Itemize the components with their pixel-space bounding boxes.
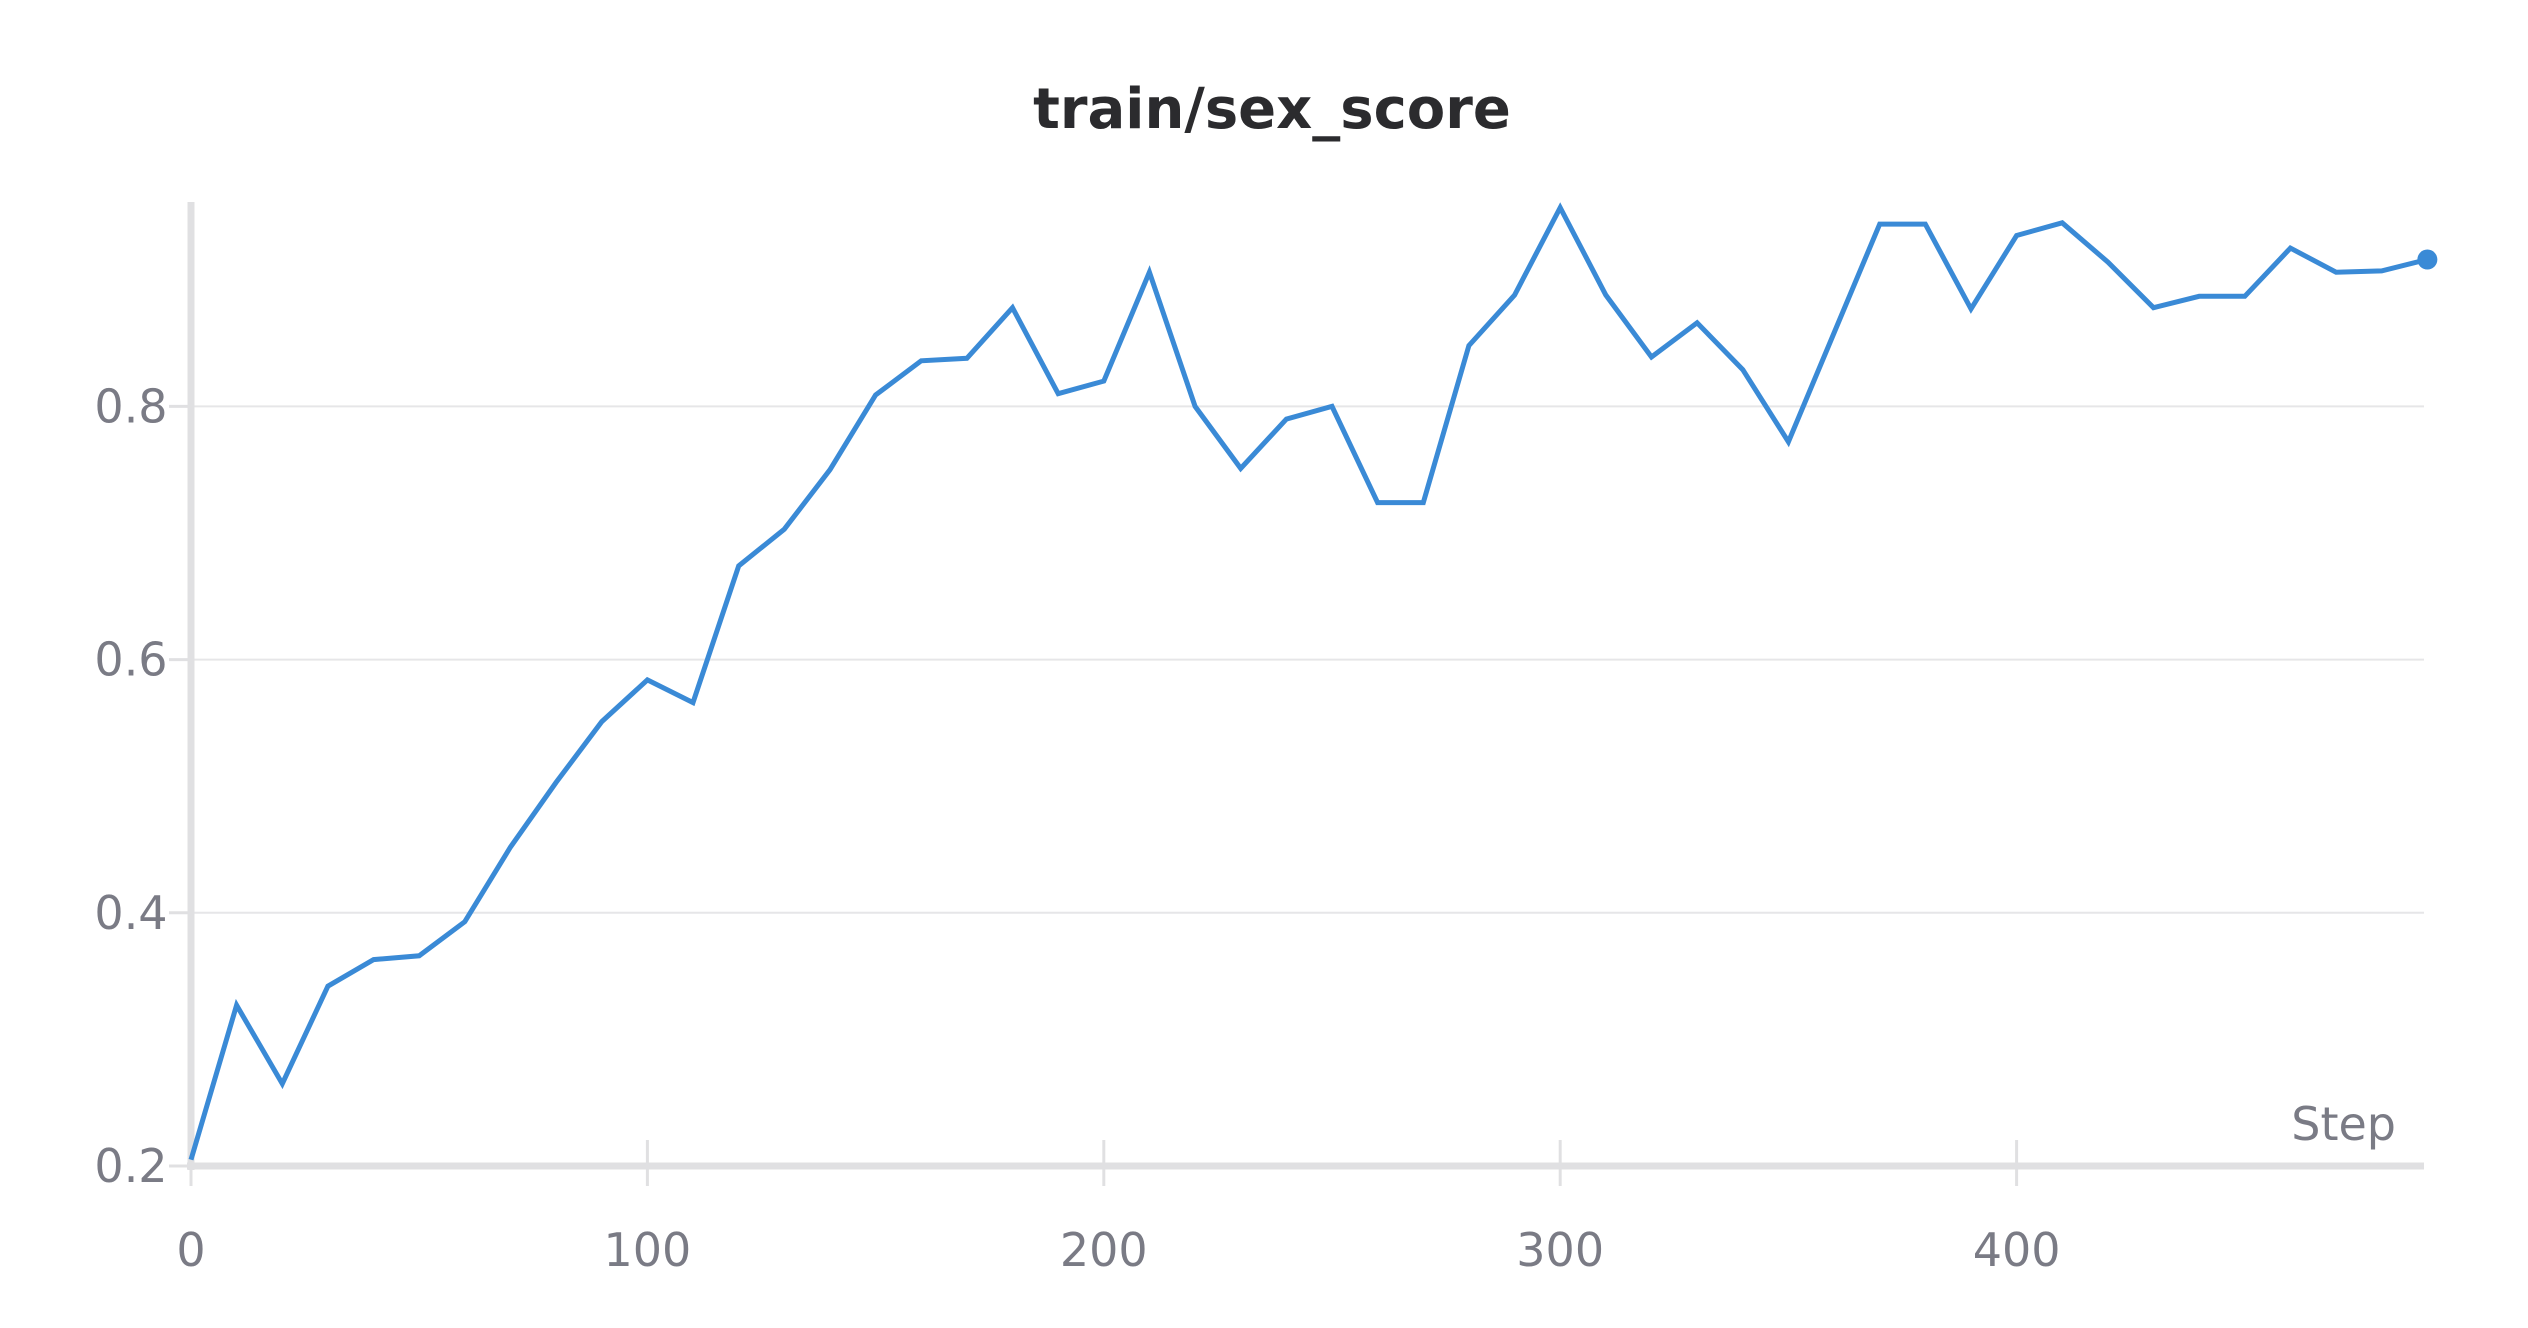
data-point-36 (1830, 329, 1838, 337)
data-point-8 (552, 778, 560, 786)
data-point-42 (2104, 258, 2112, 266)
data-point-28 (1465, 342, 1473, 350)
data-point-10 (643, 676, 651, 684)
data-point-26 (1374, 499, 1382, 507)
data-point-0 (187, 1156, 195, 1164)
data-point-31 (1602, 291, 1610, 299)
series-layer (187, 202, 2438, 1164)
data-point-32 (1647, 353, 1655, 361)
data-point-16 (917, 357, 925, 365)
data-point-47 (2332, 268, 2340, 276)
data-point-45 (2241, 292, 2249, 300)
data-point-15 (872, 391, 880, 399)
data-point-38 (1921, 220, 1929, 228)
data-point-13 (780, 525, 788, 533)
last-point-marker (2417, 249, 2438, 270)
y-tick-label-0: 0.2 (94, 1139, 167, 1193)
data-point-19 (1054, 390, 1062, 398)
data-point-18 (1009, 304, 1017, 312)
data-point-29 (1511, 291, 1519, 299)
data-point-25 (1328, 402, 1336, 410)
y-tick-label-1: 0.4 (94, 886, 167, 940)
data-point-9 (598, 718, 606, 726)
data-point-40 (2013, 231, 2021, 239)
data-point-4 (370, 956, 378, 964)
x-tick-label-4: 400 (1973, 1223, 2061, 1277)
data-point-17 (963, 354, 971, 362)
data-point-23 (1237, 464, 1245, 472)
data-point-46 (2286, 244, 2294, 252)
data-point-12 (735, 562, 743, 570)
data-point-33 (1693, 319, 1701, 327)
series-line-0 (188, 202, 2429, 1161)
x-tick-label-1: 100 (603, 1223, 691, 1277)
data-point-30 (1556, 204, 1564, 212)
y-tick-label-2: 0.6 (94, 633, 167, 687)
data-point-5 (415, 952, 423, 960)
data-point-48 (2378, 267, 2386, 275)
data-point-20 (1100, 377, 1108, 385)
chart-title: train/sex_score (1033, 77, 1511, 142)
grid-lines (191, 405, 2424, 914)
tick-labels: 0.2 0.4 0.6 0.8 0 100 200 300 400 (94, 379, 2060, 1277)
x-tick-label-3: 300 (1516, 1223, 1604, 1277)
x-tick-label-0: 0 (176, 1223, 205, 1277)
x-tick-label-2: 200 (1060, 1223, 1148, 1277)
data-point-21 (1145, 268, 1153, 276)
data-point-14 (826, 466, 834, 474)
data-point-3 (324, 982, 332, 990)
data-point-43 (2150, 304, 2158, 312)
data-point-2 (278, 1080, 286, 1088)
data-point-6 (461, 918, 469, 926)
data-point-34 (1739, 366, 1747, 374)
data-point-35 (1784, 438, 1792, 446)
axes (169, 202, 2424, 1186)
data-point-44 (2195, 292, 2203, 300)
data-point-24 (1282, 415, 1290, 423)
data-point-27 (1419, 499, 1427, 507)
data-point-39 (1967, 305, 1975, 313)
data-point-41 (2058, 219, 2066, 227)
data-point-22 (1191, 402, 1199, 410)
y-tick-label-3: 0.8 (94, 379, 167, 433)
x-axis-label: Step (2291, 1097, 2396, 1151)
data-point-7 (506, 843, 514, 851)
data-point-1 (233, 1001, 241, 1009)
data-point-37 (1876, 220, 1884, 228)
data-point-11 (689, 699, 697, 707)
